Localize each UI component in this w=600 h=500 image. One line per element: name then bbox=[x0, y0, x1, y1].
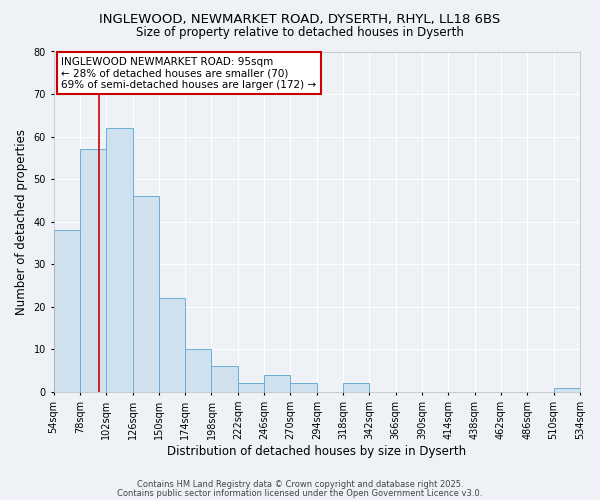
Bar bbox=[53, 230, 80, 392]
Text: Contains public sector information licensed under the Open Government Licence v3: Contains public sector information licen… bbox=[118, 489, 482, 498]
Bar bbox=[238, 384, 264, 392]
Bar bbox=[290, 384, 317, 392]
Bar bbox=[554, 388, 580, 392]
Bar bbox=[159, 298, 185, 392]
X-axis label: Distribution of detached houses by size in Dyserth: Distribution of detached houses by size … bbox=[167, 444, 466, 458]
Y-axis label: Number of detached properties: Number of detached properties bbox=[15, 128, 28, 314]
Bar bbox=[343, 384, 370, 392]
Bar bbox=[80, 150, 106, 392]
Bar bbox=[185, 350, 211, 392]
Text: INGLEWOOD, NEWMARKET ROAD, DYSERTH, RHYL, LL18 6BS: INGLEWOOD, NEWMARKET ROAD, DYSERTH, RHYL… bbox=[100, 12, 500, 26]
Bar bbox=[264, 375, 290, 392]
Bar bbox=[211, 366, 238, 392]
Bar bbox=[106, 128, 133, 392]
Text: INGLEWOOD NEWMARKET ROAD: 95sqm
← 28% of detached houses are smaller (70)
69% of: INGLEWOOD NEWMARKET ROAD: 95sqm ← 28% of… bbox=[61, 56, 317, 90]
Bar bbox=[133, 196, 159, 392]
Text: Contains HM Land Registry data © Crown copyright and database right 2025.: Contains HM Land Registry data © Crown c… bbox=[137, 480, 463, 489]
Text: Size of property relative to detached houses in Dyserth: Size of property relative to detached ho… bbox=[136, 26, 464, 39]
